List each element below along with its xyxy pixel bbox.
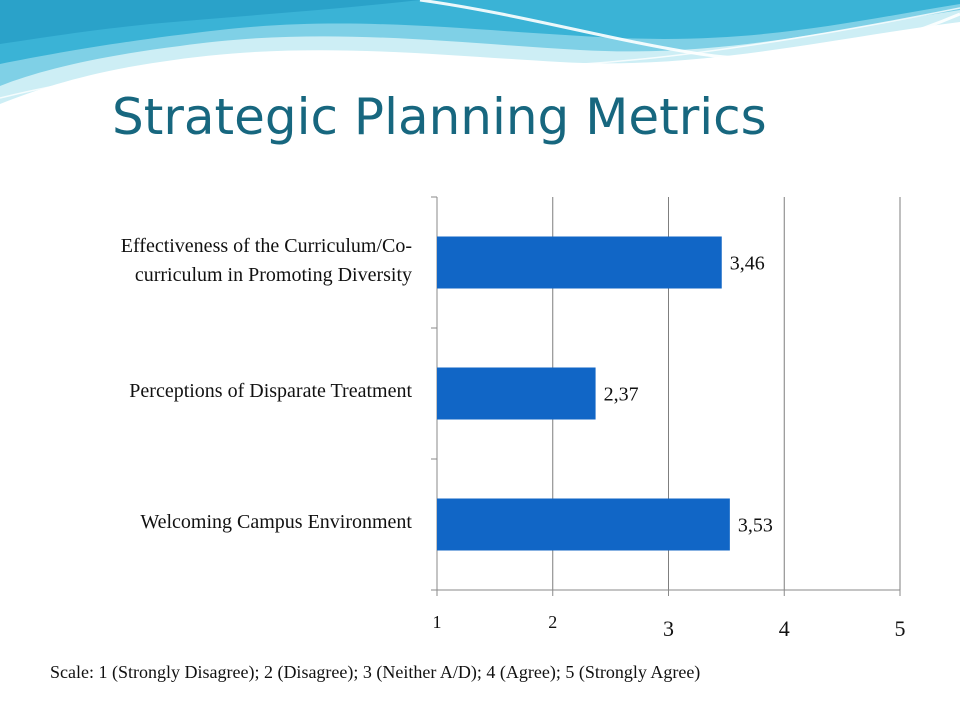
x-tick-label: 4 (779, 616, 790, 641)
category-label: Welcoming Campus Environment (12, 508, 412, 537)
header-wave-decoration (0, 0, 960, 104)
scale-note: Scale: 1 (Strongly Disagree); 2 (Disagre… (50, 662, 701, 682)
category-label-line: Welcoming Campus Environment (140, 511, 412, 533)
category-label-line: curriculum in Promoting Diversity (134, 263, 412, 286)
bar-3 (437, 498, 730, 551)
x-tick-label: 2 (548, 612, 557, 632)
category-label-line: Perceptions of Disparate Treatment (129, 380, 412, 402)
x-tick-label: 1 (433, 612, 442, 632)
bar-2 (437, 367, 596, 420)
category-label: Effectiveness of the Curriculum/Co-curri… (12, 232, 412, 290)
x-tick-label: 3 (663, 616, 674, 641)
bar-1 (437, 236, 722, 289)
data-label: 2,37 (604, 384, 639, 406)
category-label-line: Effectiveness of the Curriculum/Co- (120, 234, 412, 257)
page-title: Strategic Planning Metrics (112, 88, 767, 146)
data-label: 3,53 (738, 515, 773, 537)
data-label: 3,46 (730, 253, 765, 275)
category-label: Perceptions of Disparate Treatment (12, 377, 412, 406)
x-tick-label: 5 (895, 616, 906, 641)
